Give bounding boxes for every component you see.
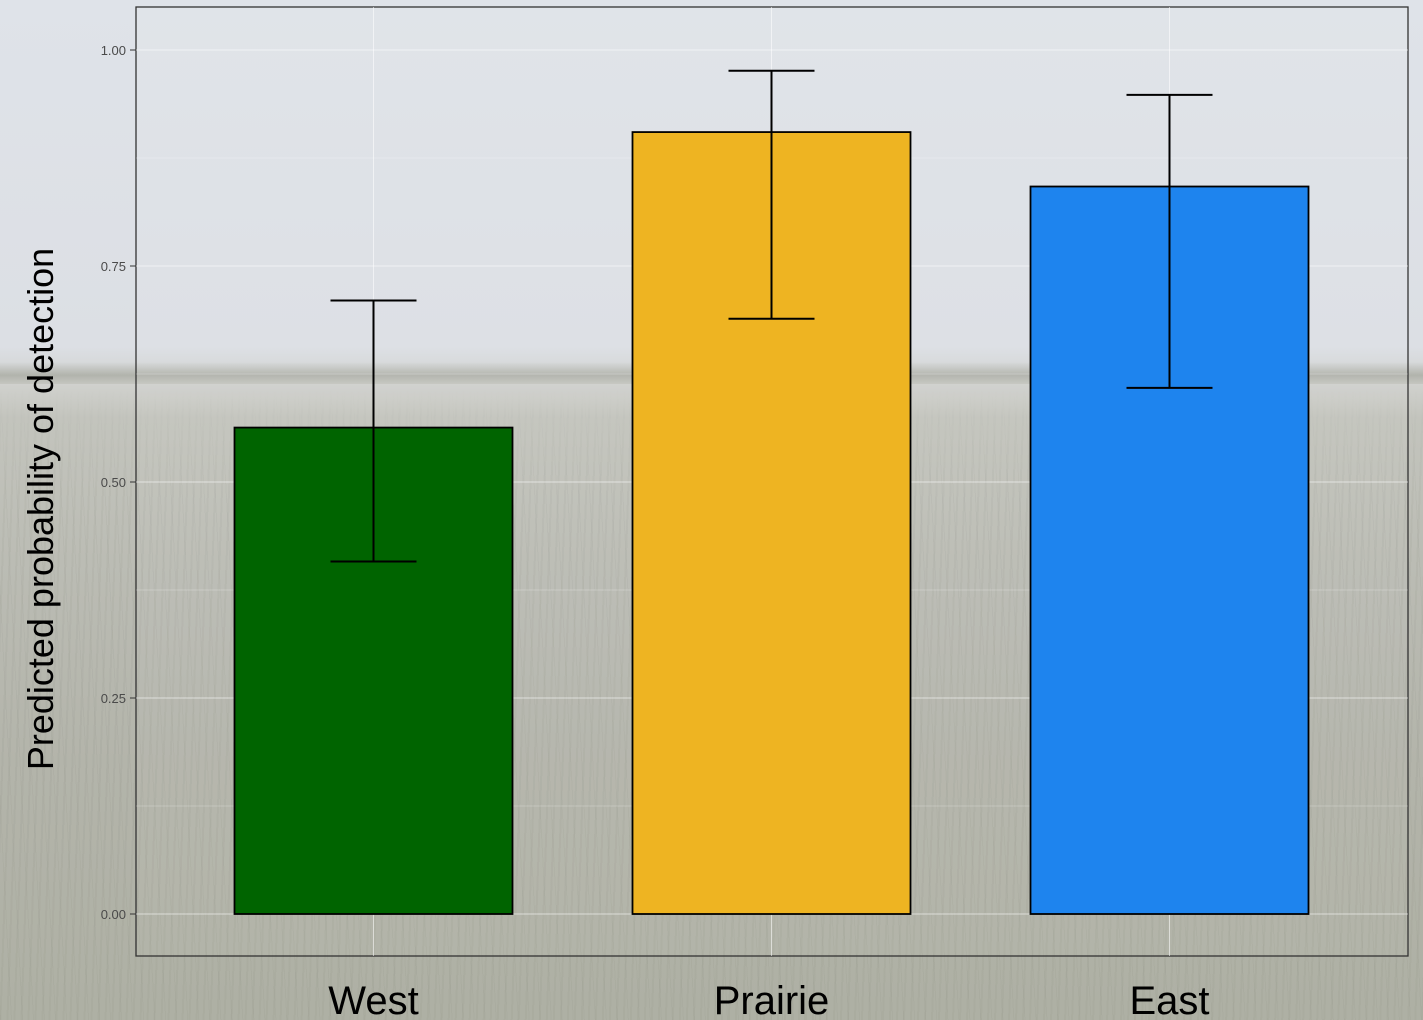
y-axis-title: Predicted probability of detection <box>20 248 61 770</box>
y-tick-label: 0.00 <box>101 907 126 922</box>
y-axis-ticks: 0.00 0.25 0.50 0.75 1.00 <box>101 43 136 922</box>
y-tick-label: 1.00 <box>101 43 126 58</box>
y-tick-label: 0.75 <box>101 259 126 274</box>
y-tick-label: 0.50 <box>101 475 126 490</box>
x-axis-labels: West Prairie East <box>328 979 1209 1020</box>
y-tick-label: 0.25 <box>101 691 126 706</box>
error-bars <box>330 69 1213 563</box>
bar-east <box>1029 185 1310 915</box>
x-label-prairie: Prairie <box>714 979 830 1020</box>
bars <box>233 131 1310 915</box>
x-label-west: West <box>328 979 418 1020</box>
x-label-east: East <box>1129 979 1209 1020</box>
